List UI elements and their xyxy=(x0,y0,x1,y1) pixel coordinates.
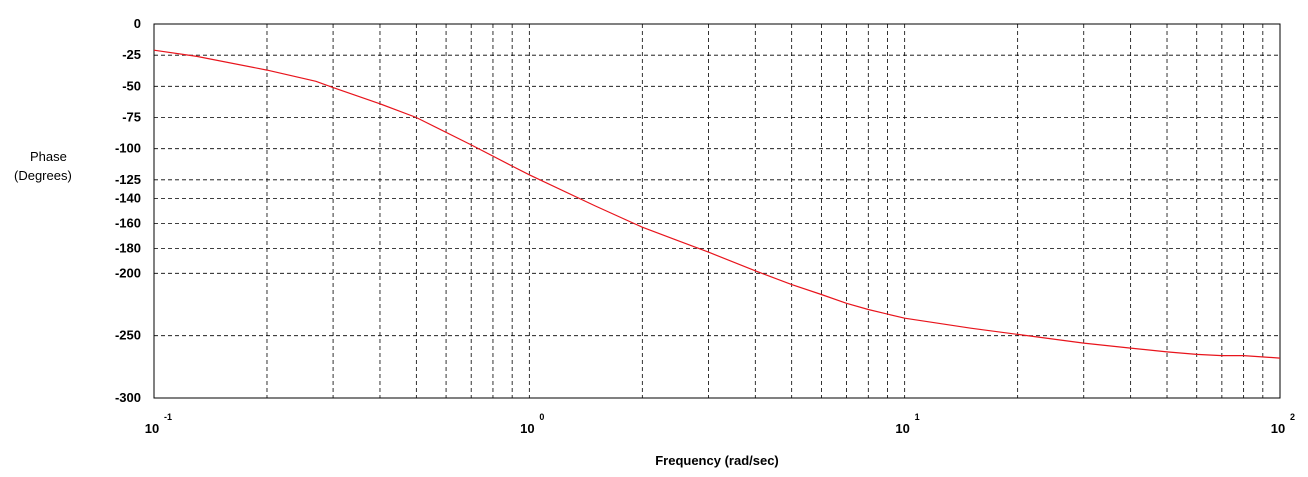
y-axis-label-line-1: Phase xyxy=(30,149,67,164)
x-tick-exponent: -1 xyxy=(164,412,172,422)
y-tick-label: -25 xyxy=(122,47,141,62)
x-tick-label: 10 xyxy=(520,421,534,436)
x-tick-labels: 10 -1 10 0 10 1 10 2 xyxy=(145,412,1295,436)
y-tick-label: -160 xyxy=(115,215,141,230)
y-tick-label: -200 xyxy=(115,265,141,280)
y-tick-label: 0 xyxy=(134,16,141,31)
y-tick-label: -300 xyxy=(115,390,141,405)
y-tick-labels: 0 -25 -50 -75 -100 -125 -140 -160 -180 -200 -250 -3… xyxy=(115,16,141,405)
phase-series-line xyxy=(153,49,1281,359)
series-lines xyxy=(153,49,1281,359)
x-tick-label: 10 xyxy=(895,421,909,436)
plot-frame xyxy=(153,23,1281,399)
y-tick-label: -180 xyxy=(115,240,141,255)
y-tick-label: -250 xyxy=(115,328,141,343)
y-tick-label: -50 xyxy=(122,78,141,93)
y-tick-label: -125 xyxy=(115,172,141,187)
x-tick-exponent: 1 xyxy=(915,412,920,422)
x-tick-exponent: 2 xyxy=(1290,412,1295,422)
x-tick-label: 10 xyxy=(145,421,159,436)
y-axis-label-line-2: (Degrees) xyxy=(14,168,72,183)
x-tick-label: 10 xyxy=(1271,421,1285,436)
y-tick-label: -75 xyxy=(122,110,141,125)
y-tick-label: -140 xyxy=(115,191,141,206)
y-tick-label: -100 xyxy=(115,141,141,156)
grid-lines xyxy=(154,24,1280,398)
x-tick-exponent: 0 xyxy=(539,412,544,422)
x-axis-label: Frequency (rad/sec) xyxy=(655,453,779,468)
